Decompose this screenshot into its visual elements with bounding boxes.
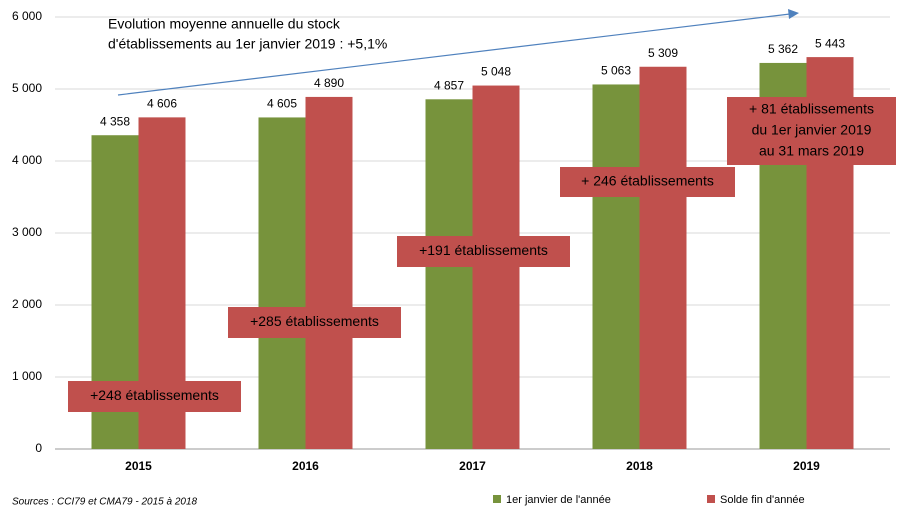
legend-label: Solde fin d'année <box>720 494 805 506</box>
annotation-text: + 81 établissements <box>749 101 874 117</box>
legend-label: 1er janvier de l'année <box>506 494 611 506</box>
y-tick-label: 5 000 <box>12 81 42 95</box>
annotation-text: + 246 établissements <box>581 173 714 189</box>
annotation-box <box>68 381 241 412</box>
trend-annotation: d'établissements au 1er janvier 2019 : +… <box>108 36 387 52</box>
annotation-text: au 31 mars 2019 <box>759 143 864 159</box>
value-label: 5 362 <box>768 42 798 56</box>
value-label: 4 890 <box>314 76 344 90</box>
bar <box>639 66 687 449</box>
value-label: 5 063 <box>601 64 631 78</box>
annotation-box <box>228 307 401 338</box>
annotation-text: +248 établissements <box>90 387 219 403</box>
x-tick-label: 2019 <box>793 459 820 473</box>
bar <box>472 85 520 449</box>
annotation-box <box>727 97 896 165</box>
value-label: 4 606 <box>147 97 177 111</box>
y-tick-label: 0 <box>35 441 42 455</box>
x-tick-label: 2015 <box>125 459 152 473</box>
bar <box>258 117 306 449</box>
annotation-box <box>560 167 735 197</box>
value-label: 5 443 <box>815 36 845 50</box>
annotation-text: +191 établissements <box>419 242 548 258</box>
annotation-text: du 1er janvier 2019 <box>752 122 872 138</box>
bar <box>592 84 640 450</box>
x-tick-label: 2017 <box>459 459 486 473</box>
value-label: 4 605 <box>267 97 297 111</box>
x-tick-label: 2018 <box>626 459 653 473</box>
trend-annotation: Evolution moyenne annuelle du stock <box>108 16 341 32</box>
y-tick-label: 2 000 <box>12 297 42 311</box>
y-tick-label: 1 000 <box>12 369 42 383</box>
trend-arrow <box>117 13 791 96</box>
y-tick-label: 4 000 <box>12 153 42 167</box>
value-label: 4 857 <box>434 78 464 92</box>
value-label: 5 048 <box>481 65 511 79</box>
value-label: 4 358 <box>100 114 130 128</box>
legend-swatch <box>493 495 501 503</box>
arrow-head <box>788 9 799 19</box>
bar <box>305 96 353 450</box>
y-tick-label: 6 000 <box>12 9 42 23</box>
y-tick-label: 3 000 <box>12 225 42 239</box>
source: Sources : CCI79 et CMA79 - 2015 à 2018 <box>12 497 198 508</box>
x-tick-label: 2016 <box>292 459 319 473</box>
bar <box>425 99 473 450</box>
annotation-text: +285 établissements <box>250 313 379 329</box>
value-label: 5 309 <box>648 46 678 60</box>
annotation-box <box>397 236 570 267</box>
legend-swatch <box>707 495 715 503</box>
